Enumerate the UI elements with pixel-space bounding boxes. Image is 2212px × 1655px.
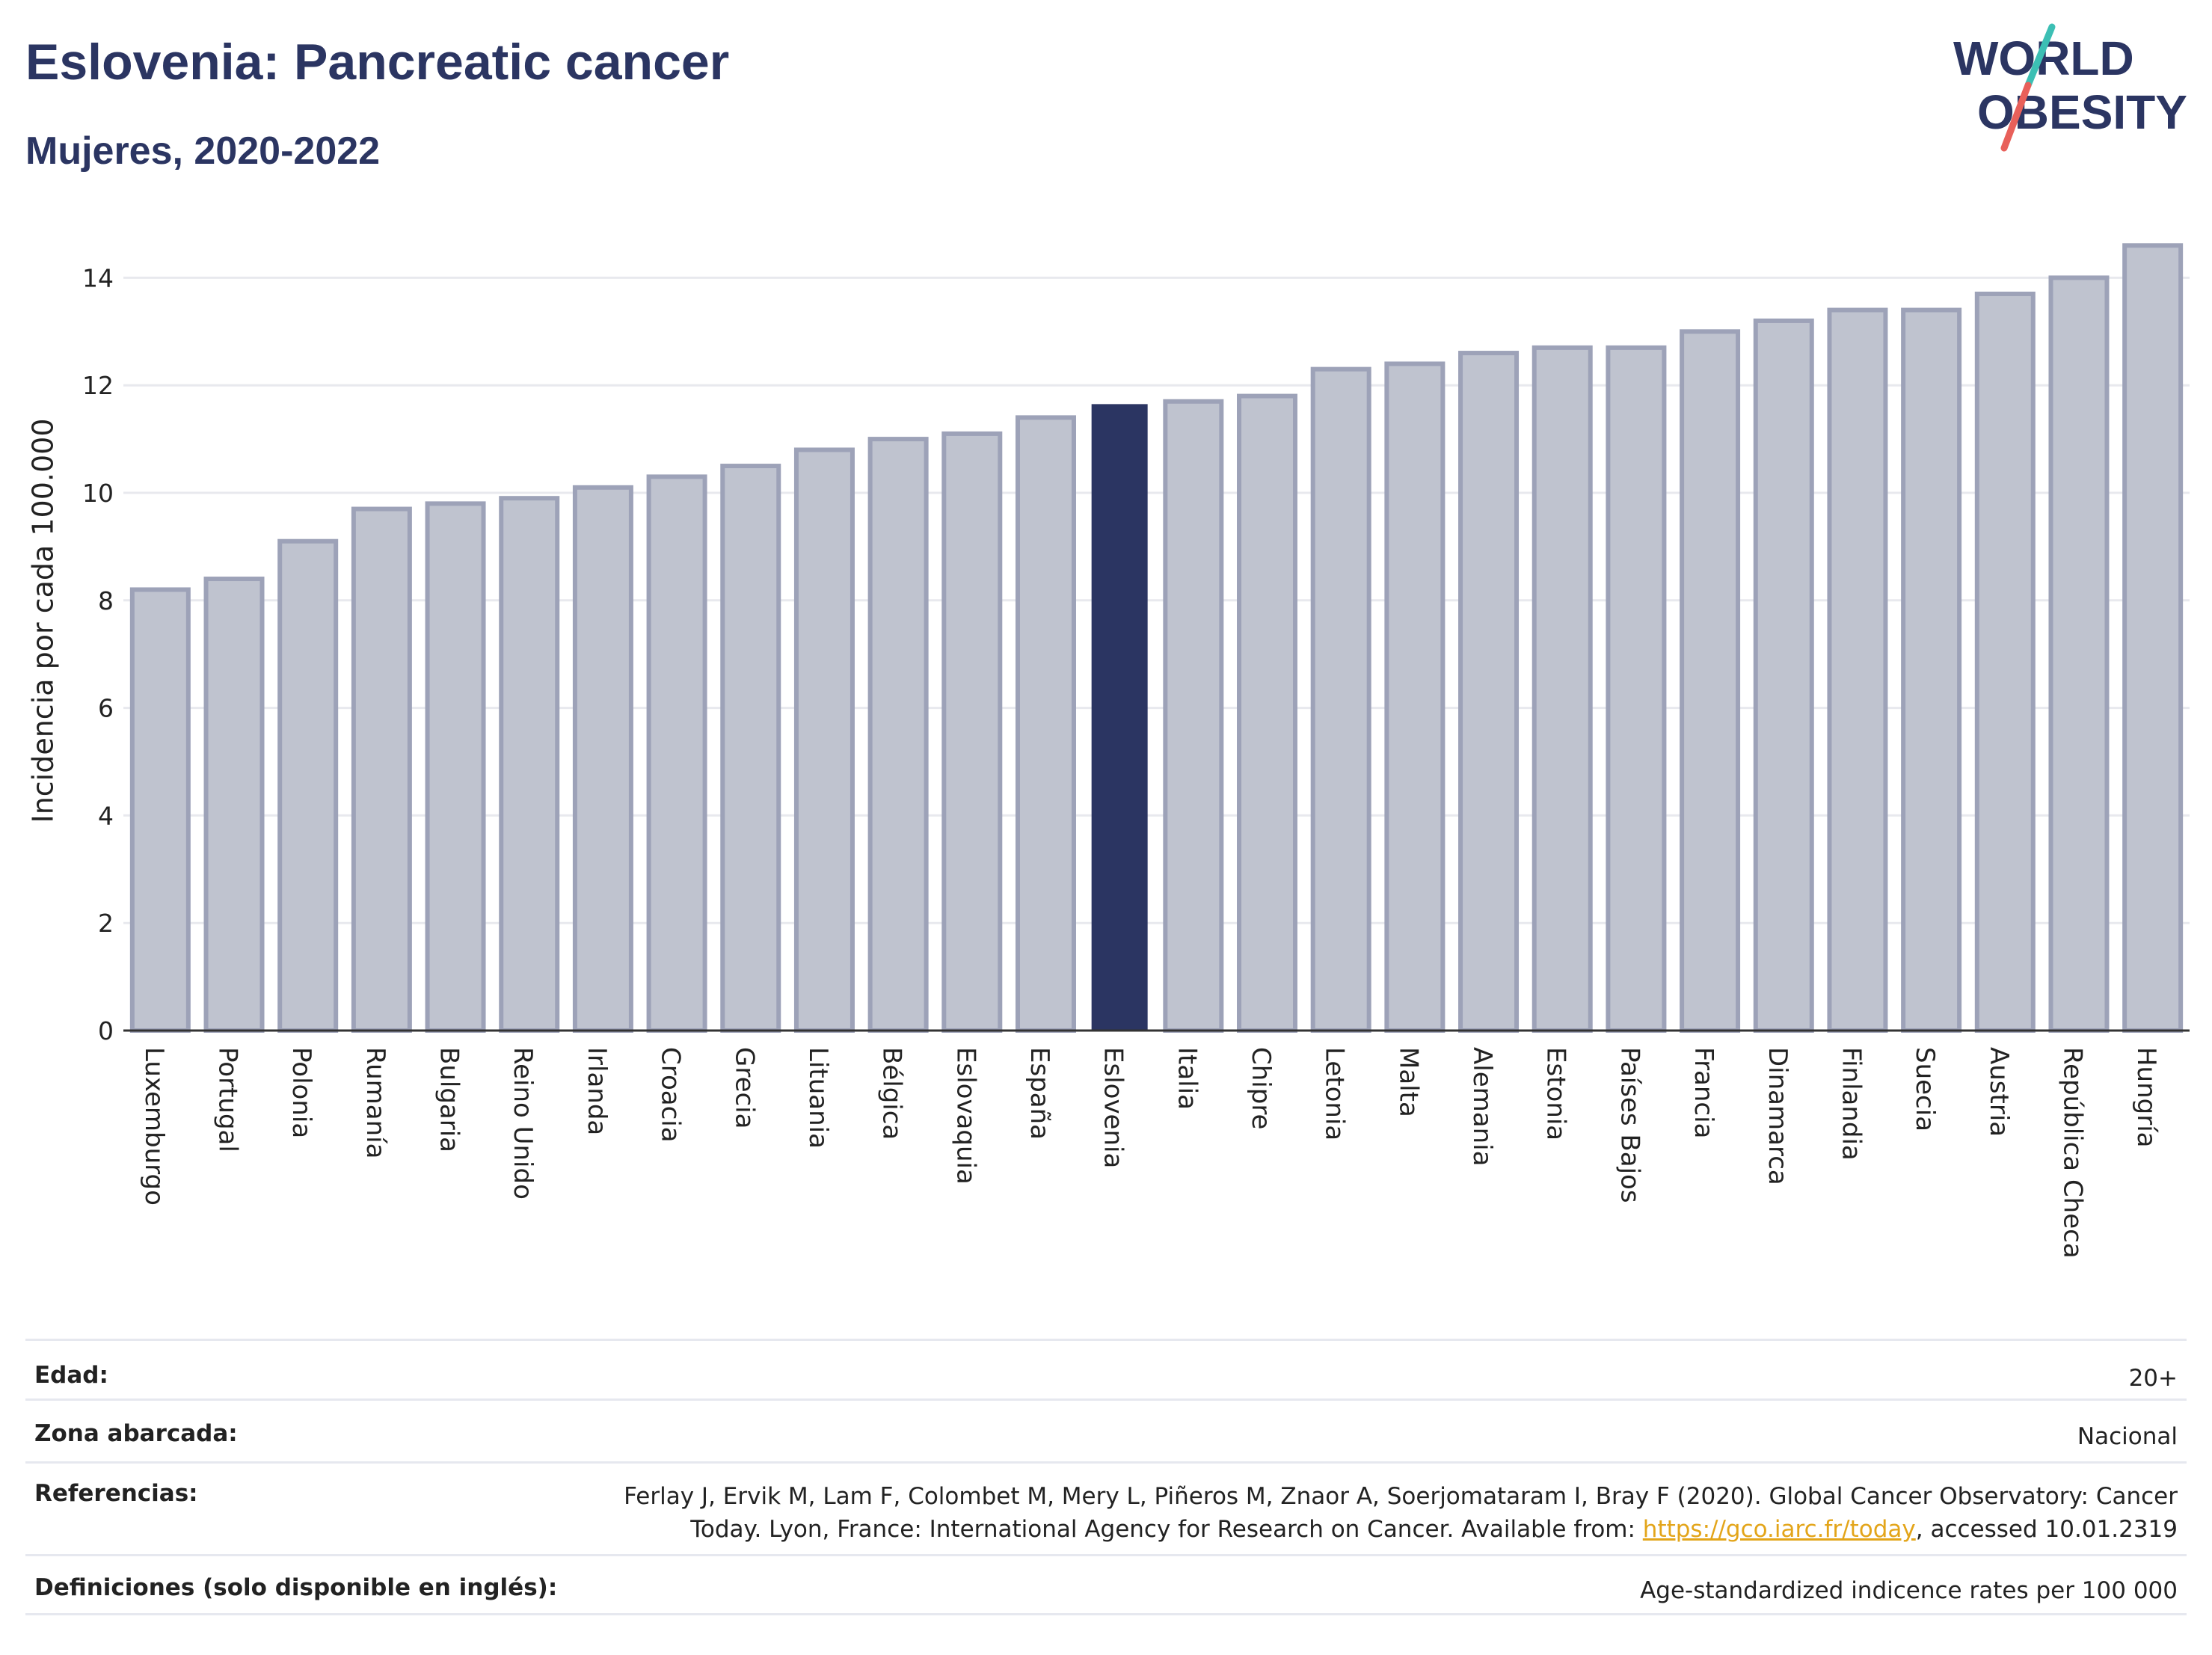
- bar-lituania: [793, 447, 855, 1033]
- bar-austria: [1974, 291, 2036, 1034]
- x-tick-label: Luxemburgo: [139, 1047, 169, 1206]
- bar-reino-unido: [499, 496, 560, 1033]
- bar-malta: [1384, 361, 1446, 1033]
- x-tick-label: Croacia: [656, 1047, 686, 1143]
- y-tick-label: 4: [98, 801, 114, 830]
- x-tick-label: Grecia: [729, 1047, 759, 1129]
- x-tick-label: Eslovenia: [1099, 1047, 1128, 1168]
- bar-bélgica: [867, 437, 929, 1033]
- y-tick-label: 8: [98, 586, 114, 615]
- bar-irlanda: [572, 485, 633, 1033]
- bar-alemania: [1458, 351, 1520, 1033]
- bar-luxemburgo: [129, 587, 191, 1033]
- edad-value: 20+: [2128, 1365, 2178, 1392]
- x-tick-label: Alemania: [1467, 1047, 1497, 1166]
- definiciones-label: Definiciones (solo disponible en inglés)…: [34, 1574, 558, 1601]
- y-tick-label: 14: [82, 263, 114, 292]
- ref-text-2: , accessed 10.01.2319: [1915, 1516, 2178, 1543]
- y-axis-label: Incidencia por cada 100.000: [27, 418, 60, 823]
- logo-slash-teal: [2024, 23, 2056, 89]
- x-tick-label: Eslovaquia: [950, 1047, 980, 1185]
- x-tick-label: Francia: [1689, 1047, 1718, 1138]
- y-tick-labels: 0 2 4 6 8 10 12 14: [82, 263, 114, 1045]
- edad-label: Edad:: [34, 1362, 108, 1389]
- bar-croacia: [646, 474, 707, 1033]
- x-tick-label: Finlandia: [1836, 1047, 1866, 1161]
- x-tick-label: Chipre: [1246, 1047, 1276, 1129]
- page-title: Eslovenia: Pancreatic cancer: [25, 34, 730, 90]
- x-tick-label: República Checa: [2057, 1047, 2087, 1259]
- bar-dinamarca: [1753, 318, 1814, 1034]
- y-tick-label: 6: [98, 694, 114, 723]
- meta-row-definiciones: Definiciones (solo disponible en inglés)…: [25, 1554, 2187, 1615]
- x-tick-label: Estonia: [1541, 1047, 1571, 1140]
- bar-grecia: [720, 464, 781, 1033]
- bar-bulgaria: [425, 501, 486, 1033]
- bar-chart: 0 2 4 6 8 10 12 14 Luxemburgo Portugal Polonia Rum…: [27, 243, 2190, 1259]
- definiciones-value: Age-standardized indicence rates per 100…: [1640, 1577, 2178, 1604]
- referencias-label: Referencias:: [34, 1480, 198, 1507]
- y-tick-label: 10: [82, 479, 114, 508]
- ref-text-1: Ferlay J, Ervik M, Lam F, Colombet M, Me…: [624, 1483, 2178, 1543]
- bars: [129, 243, 2184, 1034]
- bar-república-checa: [2048, 275, 2110, 1033]
- x-tick-label: Italia: [1172, 1047, 1202, 1110]
- referencias-value: Ferlay J, Ervik M, Lam F, Colombet M, Me…: [570, 1480, 2187, 1546]
- x-tick-labels: Luxemburgo Portugal Polonia Rumanía Bulgaria…: [139, 1047, 2161, 1259]
- x-tick-label: Bulgaria: [434, 1047, 464, 1152]
- x-tick-label: Suecia: [1910, 1047, 1940, 1132]
- meta-row-edad: Edad: 20+: [25, 1339, 2187, 1398]
- x-tick-label: Bélgica: [877, 1047, 907, 1140]
- metadata-table: Edad: 20+ Zona abarcada: Nacional Refere…: [25, 1339, 2187, 1615]
- y-tick-label: 0: [98, 1016, 114, 1045]
- x-tick-label: Reino Unido: [508, 1047, 538, 1200]
- bar-eslovaquia: [941, 431, 1003, 1033]
- bar-eslovenia: [1091, 404, 1148, 1031]
- bar-portugal: [203, 577, 265, 1033]
- bar-francia: [1680, 329, 1741, 1033]
- y-tick-label: 2: [98, 909, 114, 938]
- bar-hungría: [2122, 243, 2184, 1033]
- x-tick-label: Polonia: [286, 1047, 316, 1138]
- x-tick-label: Malta: [1393, 1047, 1423, 1117]
- bar-italia: [1163, 399, 1224, 1033]
- meta-row-zona: Zona abarcada: Nacional: [25, 1398, 2187, 1461]
- bar-suecia: [1901, 307, 1962, 1034]
- x-tick-label: Letonia: [1320, 1047, 1350, 1140]
- logo-slash-red: [2000, 82, 2032, 152]
- y-tick-label: 12: [82, 371, 114, 400]
- x-tick-label: Austria: [1984, 1047, 2014, 1137]
- bar-chipre: [1237, 393, 1298, 1033]
- zona-label: Zona abarcada:: [34, 1420, 238, 1447]
- x-tick-label: Lituania: [803, 1047, 833, 1149]
- bar-rumanía: [351, 506, 412, 1033]
- bar-países-bajos: [1606, 345, 1667, 1033]
- bar-estonia: [1531, 345, 1593, 1033]
- x-tick-label: Hungría: [2131, 1047, 2161, 1148]
- gco-link[interactable]: https://gco.iarc.fr/today: [1642, 1516, 1916, 1543]
- x-tick-label: España: [1024, 1047, 1054, 1140]
- bar-polonia: [277, 538, 339, 1033]
- bar-españa: [1015, 415, 1076, 1033]
- x-tick-label: Irlanda: [582, 1047, 612, 1135]
- x-tick-label: Países Bajos: [1615, 1047, 1644, 1203]
- meta-row-referencias: Referencias: Ferlay J, Ervik M, Lam F, C…: [25, 1461, 2187, 1554]
- x-tick-label: Rumanía: [360, 1047, 390, 1158]
- x-tick-label: Portugal: [213, 1047, 243, 1152]
- page-subtitle: Mujeres, 2020-2022: [25, 129, 381, 173]
- world-obesity-logo: WORLD OBESITY: [1953, 23, 2187, 152]
- zona-value: Nacional: [2077, 1423, 2178, 1450]
- x-tick-label: Dinamarca: [1763, 1047, 1792, 1185]
- bar-finlandia: [1827, 307, 1888, 1034]
- bar-letonia: [1310, 366, 1371, 1033]
